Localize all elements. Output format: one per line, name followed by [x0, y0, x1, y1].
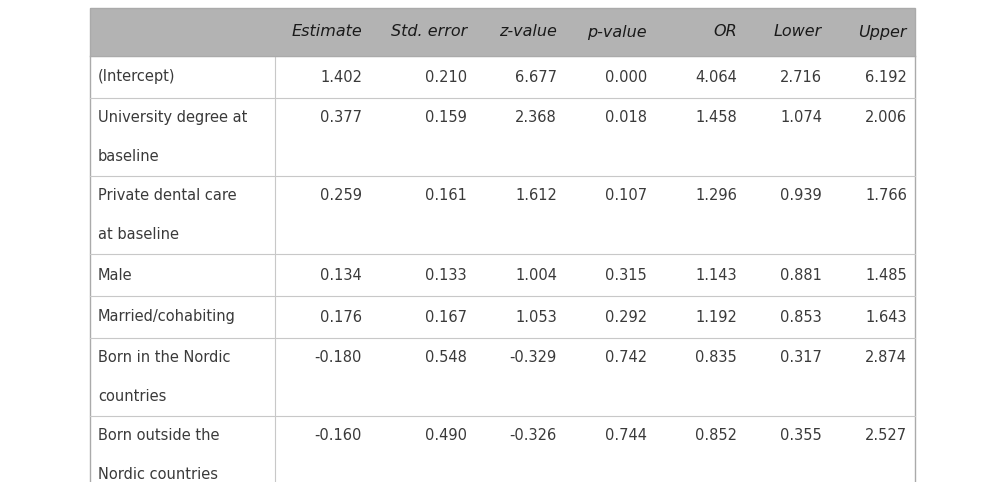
Text: 0.159: 0.159 — [425, 110, 467, 125]
Text: -0.329: -0.329 — [510, 350, 557, 365]
Text: 6.192: 6.192 — [865, 69, 907, 84]
Text: 1.192: 1.192 — [695, 309, 737, 324]
Text: Married/cohabiting: Married/cohabiting — [98, 309, 236, 324]
Text: Lower: Lower — [774, 25, 822, 40]
Text: 2.368: 2.368 — [516, 110, 557, 125]
Text: Private dental care: Private dental care — [98, 188, 236, 203]
Text: (Intercept): (Intercept) — [98, 69, 176, 84]
Bar — [90, 8, 915, 482]
Text: Std. error: Std. error — [391, 25, 467, 40]
Text: 0.853: 0.853 — [780, 309, 822, 324]
Text: 1.485: 1.485 — [865, 268, 907, 282]
Text: 4.064: 4.064 — [695, 69, 737, 84]
Text: -0.160: -0.160 — [315, 428, 362, 443]
Text: 0.167: 0.167 — [425, 309, 467, 324]
Text: z-value: z-value — [499, 25, 557, 40]
Text: 0.315: 0.315 — [605, 268, 647, 282]
Text: -0.326: -0.326 — [510, 428, 557, 443]
Text: 0.939: 0.939 — [780, 188, 822, 203]
Text: 0.881: 0.881 — [780, 268, 822, 282]
Text: at baseline: at baseline — [98, 227, 179, 242]
Bar — [90, 8, 915, 56]
Text: 1.612: 1.612 — [516, 188, 557, 203]
Text: 2.527: 2.527 — [865, 428, 907, 443]
Text: 0.835: 0.835 — [695, 350, 737, 365]
Text: 2.874: 2.874 — [865, 350, 907, 365]
Text: 1.074: 1.074 — [780, 110, 822, 125]
Text: University degree at: University degree at — [98, 110, 247, 125]
Text: 0.377: 0.377 — [320, 110, 362, 125]
Text: 0.210: 0.210 — [425, 69, 467, 84]
Text: 0.161: 0.161 — [425, 188, 467, 203]
Text: 0.292: 0.292 — [605, 309, 647, 324]
Text: 0.134: 0.134 — [321, 268, 362, 282]
Text: OR: OR — [714, 25, 737, 40]
Text: 1.458: 1.458 — [695, 110, 737, 125]
Text: 2.716: 2.716 — [780, 69, 822, 84]
Text: 0.000: 0.000 — [605, 69, 647, 84]
Text: 1.004: 1.004 — [515, 268, 557, 282]
Text: Born in the Nordic: Born in the Nordic — [98, 350, 230, 365]
Text: 0.742: 0.742 — [605, 350, 647, 365]
Text: Male: Male — [98, 268, 133, 282]
Text: -0.180: -0.180 — [315, 350, 362, 365]
Text: 1.053: 1.053 — [516, 309, 557, 324]
Text: p-value: p-value — [587, 25, 647, 40]
Text: 1.143: 1.143 — [695, 268, 737, 282]
Text: 0.176: 0.176 — [320, 309, 362, 324]
Text: 2.006: 2.006 — [865, 110, 907, 125]
Text: Nordic countries: Nordic countries — [98, 467, 218, 482]
Text: 6.677: 6.677 — [515, 69, 557, 84]
Text: countries: countries — [98, 389, 167, 404]
Text: 0.548: 0.548 — [425, 350, 467, 365]
Text: 1.296: 1.296 — [695, 188, 737, 203]
Text: 1.766: 1.766 — [865, 188, 907, 203]
Text: 0.490: 0.490 — [425, 428, 467, 443]
Text: Upper: Upper — [858, 25, 907, 40]
Text: 0.317: 0.317 — [780, 350, 822, 365]
Text: 0.133: 0.133 — [425, 268, 467, 282]
Text: 0.107: 0.107 — [605, 188, 647, 203]
Text: 0.259: 0.259 — [320, 188, 362, 203]
Text: Born outside the: Born outside the — [98, 428, 219, 443]
Text: 0.852: 0.852 — [695, 428, 737, 443]
Text: 0.018: 0.018 — [605, 110, 647, 125]
Text: Estimate: Estimate — [291, 25, 362, 40]
Text: 1.402: 1.402 — [320, 69, 362, 84]
Text: 1.643: 1.643 — [865, 309, 907, 324]
Text: 0.355: 0.355 — [780, 428, 822, 443]
Text: 0.744: 0.744 — [605, 428, 647, 443]
Text: baseline: baseline — [98, 149, 160, 164]
